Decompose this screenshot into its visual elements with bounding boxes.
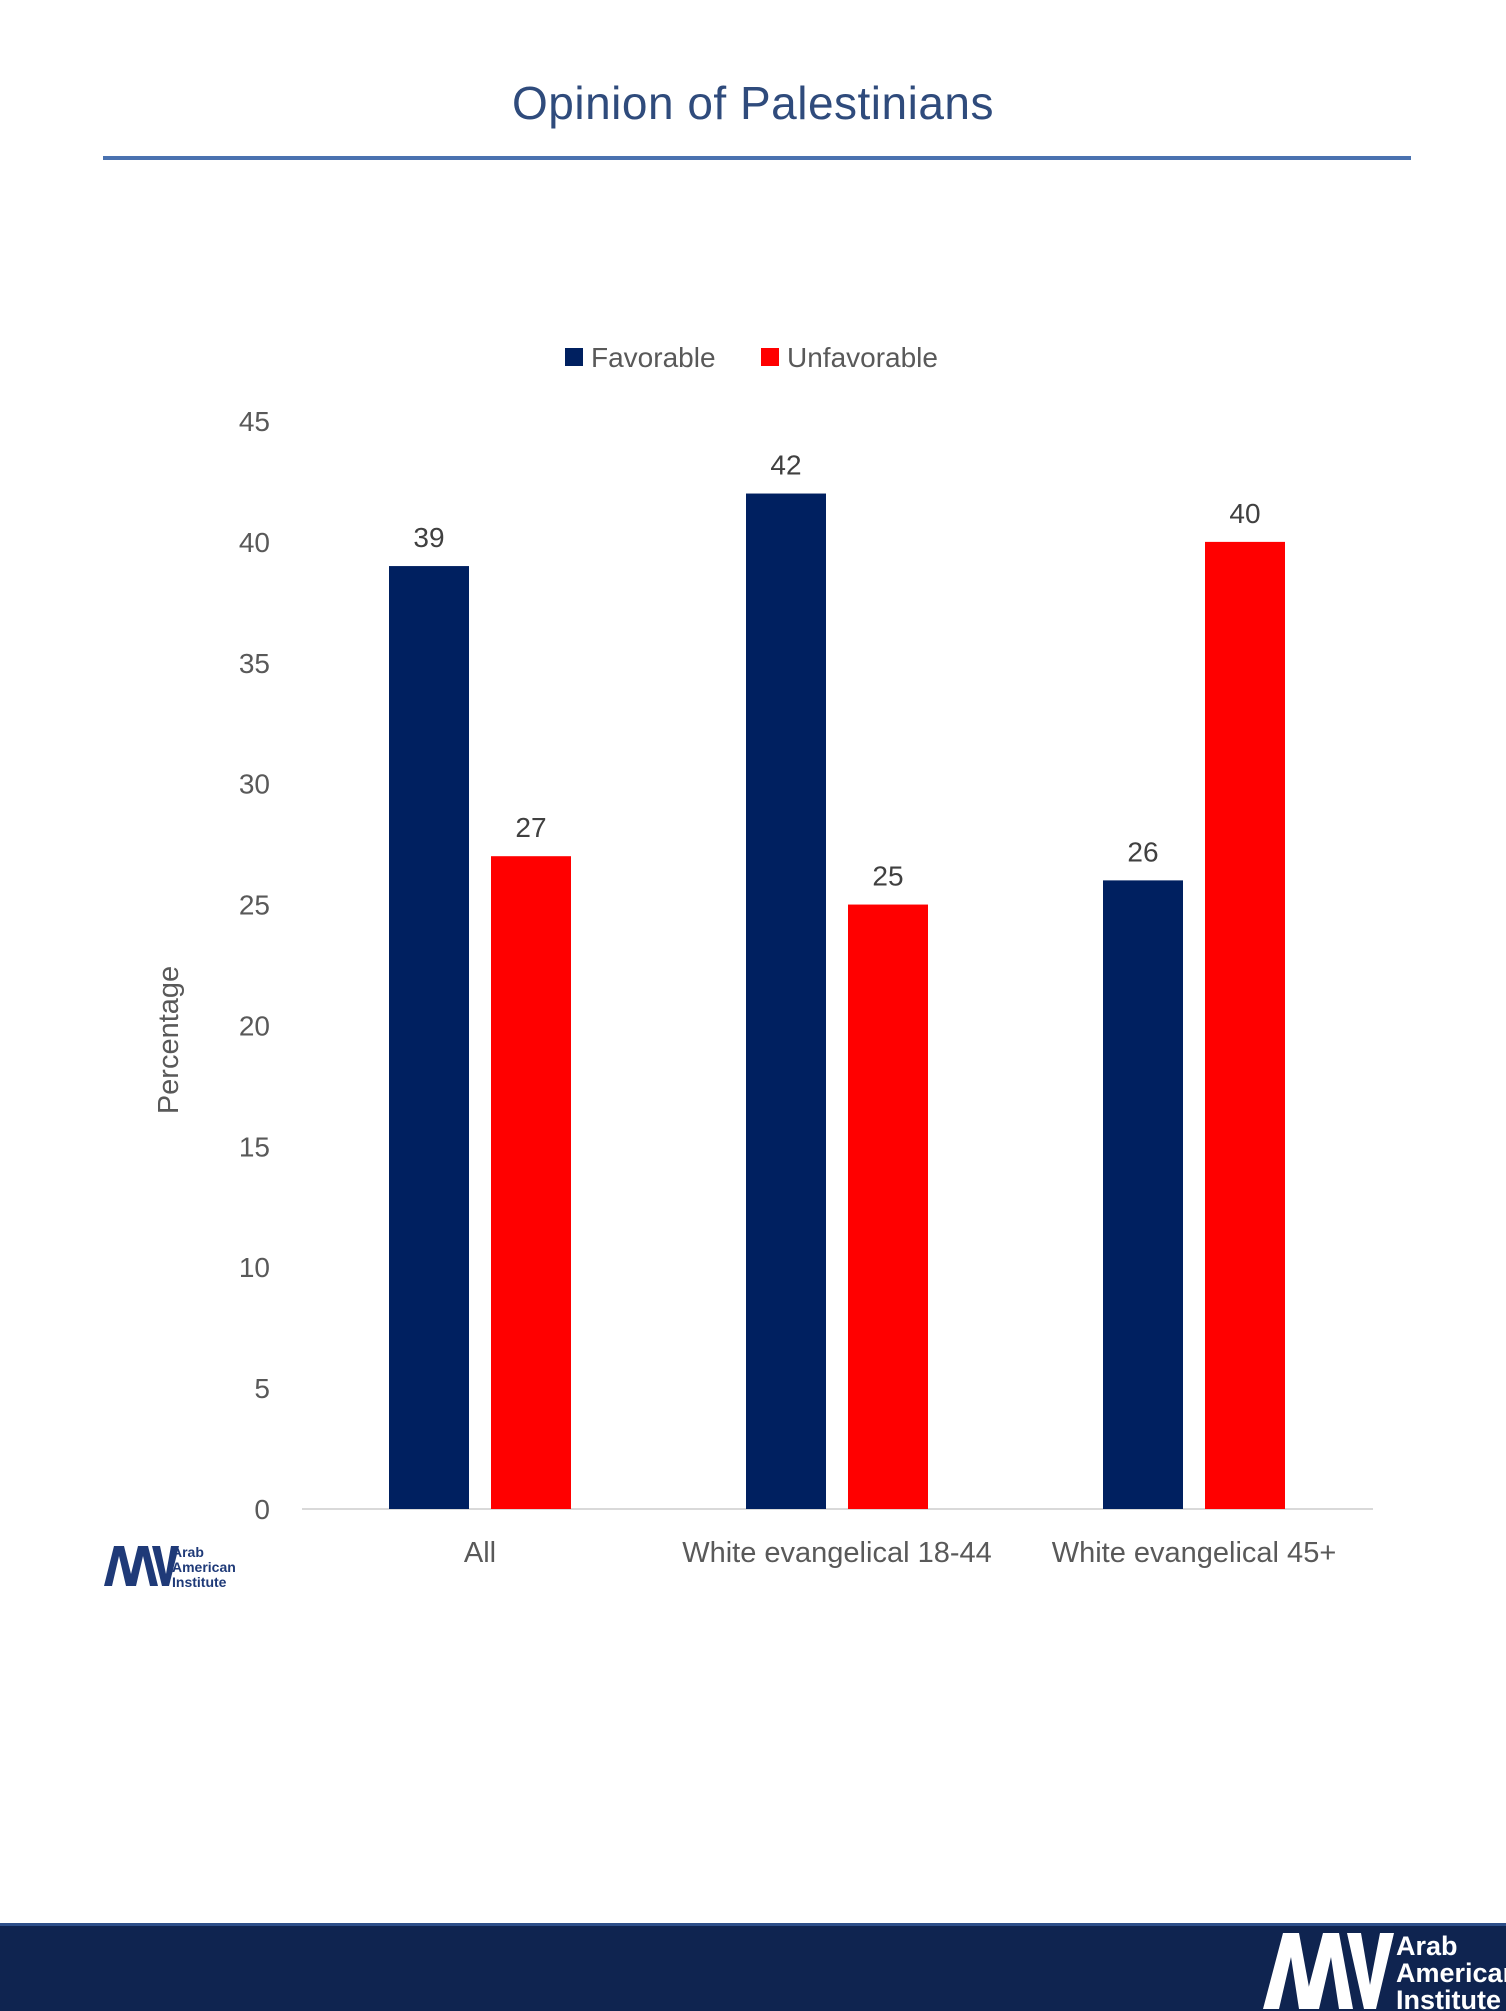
legend: Favorable Unfavorable xyxy=(565,342,938,373)
x-tick-label: All xyxy=(464,1537,496,1569)
logo-small-line2: American xyxy=(172,1559,236,1575)
bar-favorable-1 xyxy=(746,493,826,1509)
bar-unfavorable-1 xyxy=(848,904,928,1509)
data-label: 40 xyxy=(1229,498,1260,529)
y-tick-label: 30 xyxy=(239,769,270,800)
y-tick-labels: 0 5 10 15 20 25 30 35 40 45 xyxy=(239,406,270,1525)
bar-unfavorable-0 xyxy=(491,856,571,1509)
x-tick-label: White evangelical 45+ xyxy=(1052,1537,1337,1569)
legend-swatch-favorable xyxy=(565,348,583,366)
x-tick-label: White evangelical 18-44 xyxy=(682,1537,992,1569)
data-label: 27 xyxy=(515,812,546,843)
y-axis-label: Percentage xyxy=(153,966,185,1114)
bar-unfavorable-2 xyxy=(1205,541,1285,1509)
footer-band: Arab American Institute xyxy=(0,1923,1506,2011)
logo-small-line3: Institute xyxy=(172,1574,227,1590)
y-tick-label: 10 xyxy=(239,1252,270,1283)
page-title: Opinion of Palestinians xyxy=(511,77,994,129)
aai-monogram-footer xyxy=(1263,1933,1394,2009)
legend-label-favorable: Favorable xyxy=(591,342,716,373)
y-tick-label: 25 xyxy=(239,890,270,921)
y-tick-label: 45 xyxy=(239,406,270,437)
data-label: 25 xyxy=(872,861,903,892)
bar-favorable-2 xyxy=(1103,880,1183,1509)
footer-logo: Arab American Institute xyxy=(1263,1931,1506,2011)
bar-favorable-0 xyxy=(389,566,469,1509)
legend-label-unfavorable: Unfavorable xyxy=(787,342,938,373)
bar-chart: Percentage Favorable Unfavorable 0 5 10 15 2… xyxy=(104,342,1373,1590)
legend-swatch-unfavorable xyxy=(761,348,779,366)
data-labels: 39 42 26 27 25 40 xyxy=(413,450,1260,892)
footer-logo-line1: Arab xyxy=(1396,1931,1458,1961)
logo-small-line1: Arab xyxy=(172,1544,204,1560)
footer-logo-line3: Institute xyxy=(1396,1985,1501,2011)
y-tick-label: 5 xyxy=(254,1373,270,1404)
y-tick-label: 40 xyxy=(239,527,270,558)
x-tick-labels: All White evangelical 18-44 White evangeli… xyxy=(464,1537,1336,1569)
bars xyxy=(389,493,1285,1509)
data-label: 39 xyxy=(413,522,444,553)
title-divider xyxy=(103,156,1411,160)
y-tick-label: 0 xyxy=(254,1494,270,1525)
y-tick-label: 20 xyxy=(239,1010,270,1041)
aai-logo-small: Arab American Institute xyxy=(104,1544,236,1590)
aai-monogram-small xyxy=(104,1546,179,1586)
data-label: 26 xyxy=(1127,836,1158,867)
y-tick-label: 35 xyxy=(239,648,270,679)
footer-logo-line2: American xyxy=(1396,1958,1506,1988)
y-tick-label: 15 xyxy=(239,1131,270,1162)
data-label: 42 xyxy=(770,450,801,481)
